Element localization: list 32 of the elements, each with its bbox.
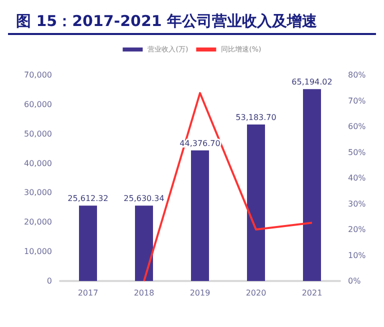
x-tick-label: 2021 <box>302 288 322 298</box>
data-label: 25,612.32 <box>68 194 108 204</box>
x-tick-label: 2018 <box>134 288 154 298</box>
y-tick-label: 50,000 <box>24 129 52 138</box>
bar <box>79 206 97 281</box>
y2-tick-label: 50% <box>348 148 366 157</box>
y2-tick-label: 20% <box>348 225 366 234</box>
data-label: 65,194.02 <box>292 78 332 87</box>
y2-tick-label: 70% <box>348 96 366 106</box>
y2-tick-label: 80% <box>348 70 366 80</box>
y-tick-label: 20,000 <box>24 218 52 227</box>
x-tick-label: 2019 <box>190 288 210 298</box>
y2-tick-label: 10% <box>348 250 366 260</box>
y-tick-label: 0 <box>46 276 52 286</box>
y2-tick-label: 60% <box>348 122 366 131</box>
bar <box>247 124 265 281</box>
x-tick-label: 2017 <box>78 288 98 298</box>
y2-tick-label: 0% <box>348 276 362 286</box>
y2-tick-label: 30% <box>348 199 366 208</box>
y-tick-label: 10,000 <box>24 247 52 256</box>
y2-tick-label: 40% <box>348 174 366 182</box>
y-tick-label: 70,000 <box>24 70 52 80</box>
chart-title: 图 15：2017-2021 年公司营业收入及增速 <box>8 8 376 35</box>
bar <box>135 206 153 281</box>
x-tick-label: 2020 <box>246 288 266 298</box>
data-label: 53,183.70 <box>236 112 276 122</box>
y-tick-label: 40,000 <box>24 158 52 168</box>
y-tick-label: 30,000 <box>24 188 52 198</box>
y-tick-label: 60,000 <box>24 100 52 109</box>
data-label: 25,630.34 <box>124 194 164 204</box>
bar <box>191 150 209 281</box>
bar <box>303 89 321 281</box>
